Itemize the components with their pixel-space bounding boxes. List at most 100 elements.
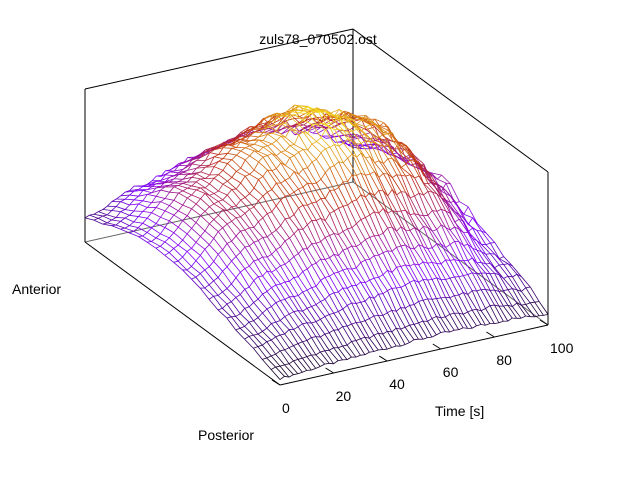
mesh-segment [275,199,282,207]
mesh-segment [262,275,272,288]
mesh-segment [244,245,250,248]
mesh-segment [351,153,362,174]
mesh-segment [217,295,228,305]
mesh-segment [320,172,326,180]
mesh-segment [387,227,397,248]
mesh-segment [418,279,424,283]
mesh-segment [338,255,348,269]
mesh-segment [151,207,157,213]
mesh-segment [84,217,94,221]
mesh-segment [196,151,206,158]
mesh-segment [316,152,322,160]
mesh-segment [266,308,277,323]
mesh-segment [480,272,491,291]
mesh-segment [111,206,117,211]
mesh-segment [378,349,383,351]
mesh-segment [342,308,352,325]
mesh-segment [306,289,317,305]
mesh-segment [307,133,317,142]
mesh-segment [348,145,358,149]
mesh-segment [240,167,250,175]
mesh-segment [116,217,126,219]
mesh-segment [302,182,308,188]
mesh-segment [333,329,343,347]
mesh-segment [306,264,312,270]
mesh-segment [347,153,353,159]
mesh-segment [249,169,255,175]
mesh-segment [324,259,335,274]
mesh-segment [120,194,130,197]
mesh-segment [258,200,268,214]
mesh-segment [151,196,157,203]
mesh-segment [226,317,237,331]
mesh-segment [266,339,272,343]
mesh-segment [240,150,250,157]
mesh-segment [138,203,148,208]
mesh-segment [267,169,272,172]
mesh-segment [151,189,161,194]
mesh-segment [360,140,366,144]
mesh-segment [235,313,241,317]
mesh-segment [253,187,264,197]
mesh-segment [374,254,379,257]
mesh-segment [240,175,246,184]
mesh-segment [360,219,371,238]
mesh-segment [333,273,344,289]
box-edge [352,28,549,173]
mesh-segment [240,182,250,194]
mesh-segment [289,281,299,296]
mesh-segment [213,214,219,220]
mesh-segment [316,124,326,131]
mesh-segment [240,229,246,232]
mesh-segment [414,213,424,227]
mesh-segment [351,174,362,195]
mesh-segment [249,193,259,202]
mesh-segment [253,200,259,208]
mesh-segment [516,274,527,289]
mesh-segment [418,230,429,249]
mesh-segment [507,305,518,319]
mesh-segment [245,131,255,137]
mesh-segment [129,214,139,217]
mesh-segment [400,244,406,247]
mesh-segment [401,163,407,168]
mesh-segment [222,270,232,285]
mesh-segment [347,302,352,306]
mesh-segment [337,329,348,346]
mesh-segment [383,146,394,155]
mesh-segment [262,156,273,171]
mesh-segment [267,169,277,184]
mesh-segment [302,149,313,163]
mesh-segment [156,174,166,177]
mesh-segment [267,145,277,157]
mesh-segment [267,132,273,135]
mesh-segment [200,151,206,158]
mesh-segment [209,147,219,149]
mesh-segment [400,191,411,215]
mesh-segment [377,332,388,350]
mesh-segment [333,311,339,314]
mesh-segment [182,269,192,280]
mesh-segment [208,299,219,311]
mesh-segment [169,171,179,174]
mesh-segment [324,277,335,294]
mesh-segment [414,248,424,263]
mesh-segment [370,136,375,140]
mesh-segment [222,163,228,171]
mesh-segment [249,139,259,142]
mesh-segment [534,301,540,303]
mesh-segment [311,220,322,242]
mesh-segment [413,280,424,301]
mesh-segment [459,201,469,208]
mesh-segment [311,287,321,302]
mesh-segment [516,302,522,306]
mesh-segment [329,165,335,168]
mesh-segment [271,153,282,164]
mesh-segment [249,209,259,222]
mesh-segment [120,209,126,213]
mesh-segment [244,265,250,269]
mesh-segment [409,305,419,324]
mesh-segment [449,241,455,245]
mesh-segment [378,177,389,197]
mesh-segment [315,321,326,335]
